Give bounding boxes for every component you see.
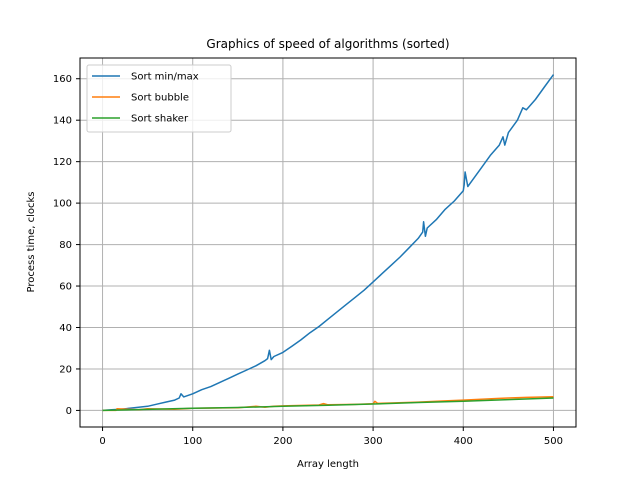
y-tick-label: 80 bbox=[59, 240, 72, 251]
legend-label: Sort min/max bbox=[131, 72, 199, 83]
x-tick-label: 200 bbox=[273, 436, 292, 447]
ticks: 0 100 200 300 400 500 0 20 40 60 80 100 120 140 160 bbox=[53, 74, 563, 447]
series-lines bbox=[102, 74, 555, 412]
legend-label: Sort bubble bbox=[131, 93, 189, 104]
x-tick-label: 500 bbox=[544, 436, 563, 447]
series-line-sort-shaker bbox=[102, 397, 554, 412]
x-tick-label: 300 bbox=[364, 436, 383, 447]
x-tick-label: 400 bbox=[454, 436, 473, 447]
y-tick-label: 60 bbox=[59, 282, 72, 293]
y-tick-label: 140 bbox=[53, 116, 72, 127]
y-tick-label: 0 bbox=[66, 406, 72, 417]
legend-box bbox=[86, 64, 232, 133]
x-tick-label: 0 bbox=[99, 436, 105, 447]
legend: Sort min/max Sort bubble Sort shaker bbox=[86, 64, 232, 133]
y-axis-title: Process time, clocks bbox=[26, 192, 37, 293]
y-tick-label: 120 bbox=[53, 157, 72, 168]
series-line-sort-min-max bbox=[102, 74, 555, 412]
chart-title: Graphics of speed of algorithms (sorted) bbox=[206, 37, 449, 51]
x-tick-label: 100 bbox=[183, 436, 202, 447]
y-tick-label: 20 bbox=[59, 364, 72, 375]
legend-label: Sort shaker bbox=[131, 114, 189, 125]
y-tick-label: 100 bbox=[53, 199, 72, 210]
y-tick-label: 160 bbox=[53, 74, 72, 85]
plot-frame bbox=[79, 57, 577, 428]
x-axis-title: Array length bbox=[297, 459, 359, 470]
y-tick-label: 40 bbox=[59, 323, 72, 334]
grid bbox=[80, 58, 576, 427]
